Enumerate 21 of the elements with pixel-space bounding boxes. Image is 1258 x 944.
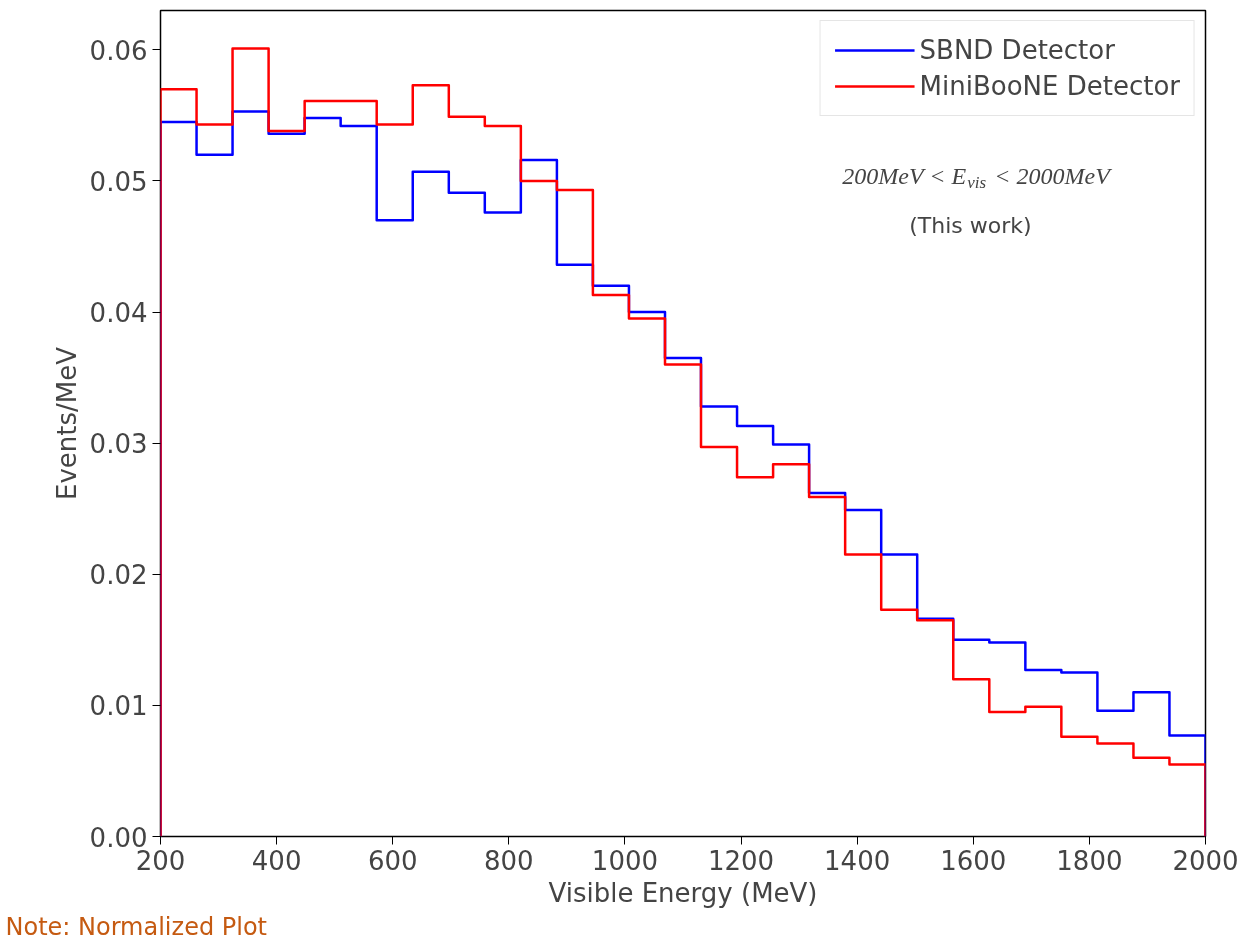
y-tick-label: 0.04 bbox=[89, 298, 148, 329]
y-tick-label: 0.01 bbox=[89, 691, 148, 722]
x-tick-label: 1400 bbox=[824, 845, 891, 876]
x-tick-label: 600 bbox=[367, 845, 418, 876]
x-tick-label: 800 bbox=[484, 845, 534, 876]
x-tick-label: 1800 bbox=[1056, 845, 1123, 876]
x-tick-label: 2000 bbox=[1172, 845, 1239, 876]
y-tick-label: 0.05 bbox=[89, 166, 148, 197]
y-tick-label: 0.02 bbox=[89, 560, 148, 591]
annotation: (This work) bbox=[909, 212, 1032, 238]
legend-label: SBND Detector bbox=[919, 35, 1115, 65]
x-tick-label: 1600 bbox=[940, 845, 1007, 876]
y-axis-title: Events/MeV bbox=[51, 346, 82, 500]
x-tick-label: 400 bbox=[251, 845, 302, 876]
x-axis-title: Visible Energy (MeV) bbox=[548, 877, 818, 908]
x-tick-label: 1000 bbox=[591, 845, 659, 876]
legend-label: MiniBooNE Detector bbox=[919, 71, 1180, 101]
x-tick-label: 1200 bbox=[707, 845, 775, 876]
text: Note: Normalized Plot bbox=[5, 912, 267, 941]
y-tick-label: 0.06 bbox=[89, 35, 148, 66]
y-tick-label: 0.03 bbox=[89, 429, 148, 460]
